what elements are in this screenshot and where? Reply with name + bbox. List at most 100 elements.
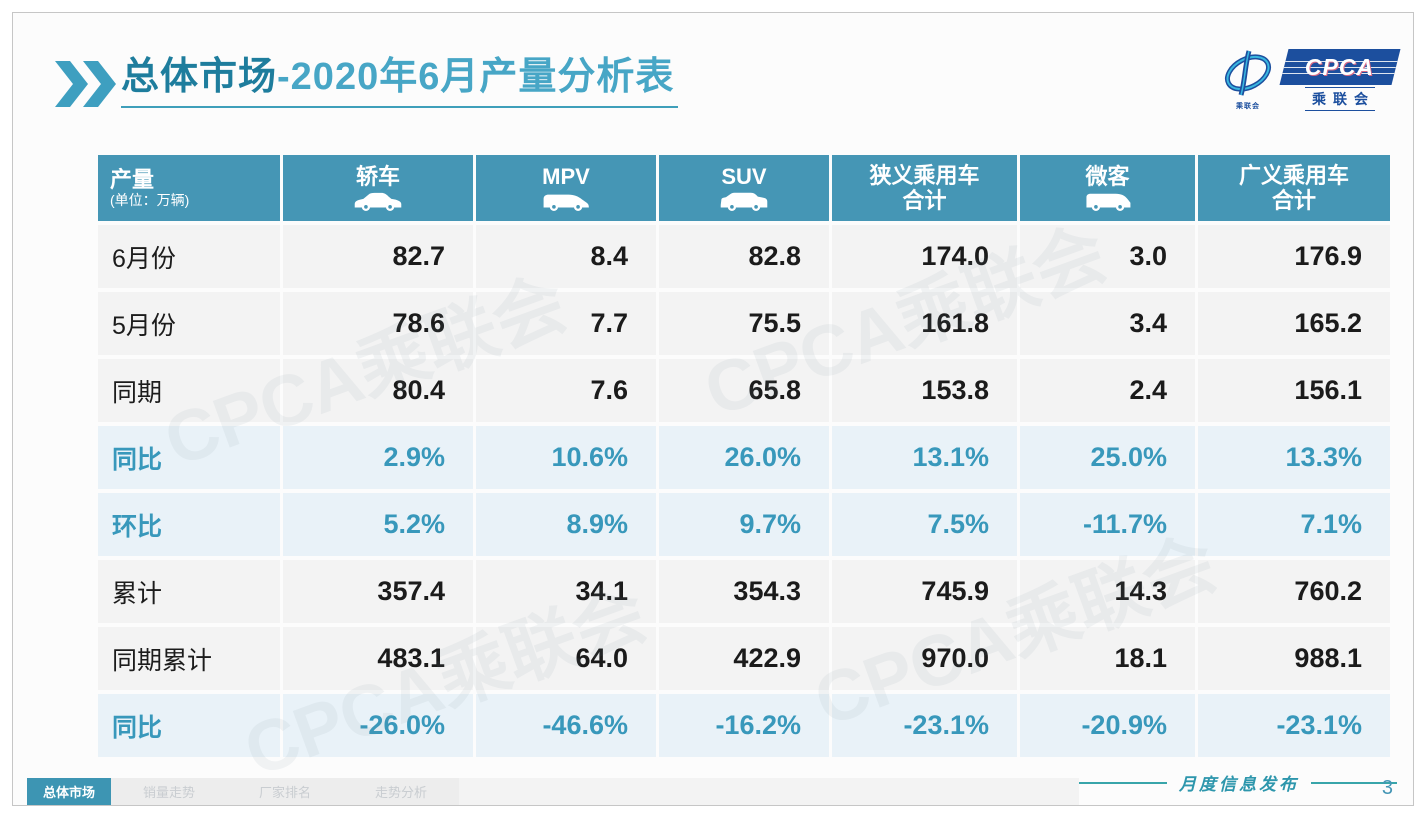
page-title: 总体市场-2020年6月产量分析表 (121, 55, 679, 108)
table-row: 同期累计 483.1 64.0 422.9 970.0 18.1 988.1 (98, 627, 1390, 690)
table-cell: 5.2% (283, 493, 473, 556)
footer-label: 月度信息发布 (1179, 775, 1299, 794)
table-cell: 65.8 (659, 359, 829, 422)
tab-inactive[interactable]: 走势分析 (343, 778, 459, 805)
footer-line-right (1311, 781, 1397, 784)
table-cell: 82.7 (283, 225, 473, 288)
page-number: 3 (1381, 777, 1393, 799)
column-header: 广义乘用车 合计 (1198, 155, 1390, 221)
table-cell: 78.6 (283, 292, 473, 355)
table-cell: 174.0 (832, 225, 1017, 288)
table-row: 同期 80.4 7.6 65.8 153.8 2.4 156.1 (98, 359, 1390, 422)
table-cell: 26.0% (659, 426, 829, 489)
table-row: 同比 -26.0% -46.6% -16.2% -23.1% -20.9% -23.1% (98, 694, 1390, 757)
suv-car-icon (659, 191, 829, 212)
table-row: 同比 2.9% 10.6% 26.0% 13.1% 25.0% 13.3% (98, 426, 1390, 489)
tab-active[interactable]: 总体市场 (27, 778, 111, 805)
table-cell: -26.0% (283, 694, 473, 757)
table-cell: 7.7 (476, 292, 656, 355)
table-cell: 422.9 (659, 627, 829, 690)
table-cell: -20.9% (1020, 694, 1195, 757)
double-chevron-icon (55, 61, 119, 112)
table-cell: 2.9% (283, 426, 473, 489)
table-cell: 13.3% (1198, 426, 1390, 489)
table-row: 累计 357.4 34.1 354.3 745.9 14.3 760.2 (98, 560, 1390, 623)
row-label: 累计 (98, 560, 280, 623)
row-label: 同期 (98, 359, 280, 422)
table-cell: 161.8 (832, 292, 1017, 355)
table-cell: 483.1 (283, 627, 473, 690)
tab-inactive[interactable]: 销量走势 (111, 778, 227, 805)
column-header: MPV (476, 155, 656, 221)
table-cell: 3.4 (1020, 292, 1195, 355)
table-row: 环比 5.2% 8.9% 9.7% 7.5% -11.7% 7.1% (98, 493, 1390, 556)
cpca-logo-text: CPCA (1305, 53, 1375, 80)
mpv-car-icon (476, 191, 656, 212)
table-cell: 13.1% (832, 426, 1017, 489)
corner-unit: (单位：万辆) (110, 192, 190, 209)
table-cell: 354.3 (659, 560, 829, 623)
table-cell: -23.1% (832, 694, 1017, 757)
table-cell: -11.7% (1020, 493, 1195, 556)
table-cell: 745.9 (832, 560, 1017, 623)
tab-strip-filler (459, 778, 1079, 805)
section-tabs: 总体市场 销量走势 厂家排名 走势分析 (27, 778, 1079, 805)
cpca-flag: CPCA (1279, 49, 1401, 85)
table-cell: 176.9 (1198, 225, 1390, 288)
slide: 总体市场-2020年6月产量分析表 乘联会 CPCA 乘联会 产量 (单位：万辆)… (12, 12, 1414, 806)
table-cell: 25.0% (1020, 426, 1195, 489)
table-cell: 7.1% (1198, 493, 1390, 556)
table-cell: 7.6 (476, 359, 656, 422)
row-label: 同比 (98, 426, 280, 489)
table-cell: 14.3 (1020, 560, 1195, 623)
row-label: 同比 (98, 694, 280, 757)
table-row: 5月份 78.6 7.7 75.5 161.8 3.4 165.2 (98, 292, 1390, 355)
table-cell: -16.2% (659, 694, 829, 757)
row-label: 5月份 (98, 292, 280, 355)
column-header: SUV (659, 155, 829, 221)
production-table-wrap: 产量 (单位：万辆) 轿车 MPV SUV 狭义乘用车 合计 微客 广义乘用车 合计 6月份 82.… (95, 151, 1393, 761)
microvan-car-icon (1020, 191, 1195, 212)
table-cell: 156.1 (1198, 359, 1390, 422)
table-cell: 165.2 (1198, 292, 1390, 355)
table-cell: 7.5% (832, 493, 1017, 556)
table-cell: 80.4 (283, 359, 473, 422)
table-cell: 970.0 (832, 627, 1017, 690)
row-label: 环比 (98, 493, 280, 556)
row-label: 同期累计 (98, 627, 280, 690)
title-block: 总体市场-2020年6月产量分析表 (121, 55, 679, 108)
title-rest: -2020年6月产量分析表 (277, 56, 675, 98)
table-row: 6月份 82.7 8.4 82.8 174.0 3.0 176.9 (98, 225, 1390, 288)
table-cell: 34.1 (476, 560, 656, 623)
table-cell: -46.6% (476, 694, 656, 757)
table-cell: 2.4 (1020, 359, 1195, 422)
table-cell: 357.4 (283, 560, 473, 623)
table-header-row: 产量 (单位：万辆) 轿车 MPV SUV 狭义乘用车 合计 微客 广义乘用车 合计 (98, 155, 1390, 221)
column-header: 轿车 (283, 155, 473, 221)
tab-inactive[interactable]: 厂家排名 (227, 778, 343, 805)
cpca-logo: 乘联会 CPCA 乘联会 (1219, 49, 1401, 117)
table-cell: 18.1 (1020, 627, 1195, 690)
table-cell: 153.8 (832, 359, 1017, 422)
row-label: 6月份 (98, 225, 280, 288)
table-body: 6月份 82.7 8.4 82.8 174.0 3.0 176.9 5月份 78.6 7.7 75.… (98, 225, 1390, 757)
production-table: 产量 (单位：万辆) 轿车 MPV SUV 狭义乘用车 合计 微客 广义乘用车 合计 6月份 82.… (95, 151, 1393, 761)
table-cell: 760.2 (1198, 560, 1390, 623)
table-cell: 64.0 (476, 627, 656, 690)
table-cell: 82.8 (659, 225, 829, 288)
table-cell: -23.1% (1198, 694, 1390, 757)
table-cell: 75.5 (659, 292, 829, 355)
column-header: 狭义乘用车 合计 (832, 155, 1017, 221)
sedan-car-icon (283, 191, 473, 212)
cpca-logo-subtitle: 乘联会 (1305, 87, 1375, 111)
table-cell: 8.4 (476, 225, 656, 288)
column-header: 微客 (1020, 155, 1195, 221)
table-cell: 3.0 (1020, 225, 1195, 288)
table-corner-header: 产量 (单位：万辆) (98, 155, 280, 221)
cpca-emblem-icon: 乘联会 (1219, 49, 1277, 111)
emblem-caption: 乘联会 (1236, 103, 1260, 110)
title-prefix: 总体市场 (121, 56, 278, 98)
table-cell: 9.7% (659, 493, 829, 556)
table-cell: 10.6% (476, 426, 656, 489)
table-cell: 8.9% (476, 493, 656, 556)
